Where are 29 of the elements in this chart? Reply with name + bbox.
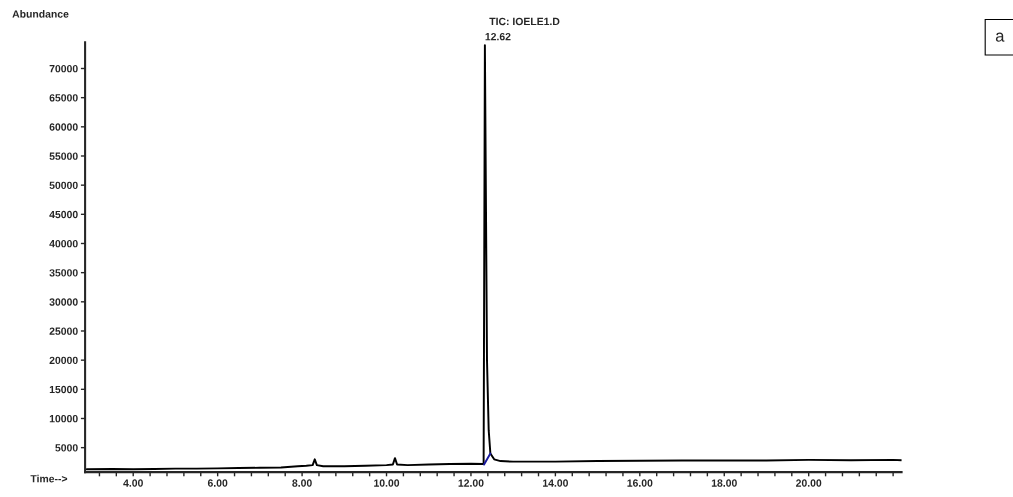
x-tick-label: 10.00 [374,479,400,487]
x-tick-label: 4.00 [123,479,143,487]
line-series [85,44,902,471]
y-tick-label: 25000 [49,327,78,335]
y-axis-title: Abundance [12,10,69,18]
y-tick-label: 50000 [49,181,78,190]
y-tick-label: 5000 [55,444,78,452]
text: a [995,32,1005,42]
y-tick-label: 10000 [49,414,78,423]
y-tick-label: 60000 [49,123,78,131]
y-tick-label: 30000 [49,298,78,306]
x-tick-label: 6.00 [207,479,228,487]
y-tick-label: 35000 [49,269,78,277]
y-tick-label: 20000 [49,356,78,365]
x-tick-label: 18.00 [711,479,737,487]
annotation: 12.62 [485,32,511,41]
x-axis-title: Time--> [30,474,68,483]
y-tick-label: 70000 [49,64,78,73]
x-tick-label: 16.00 [627,479,653,487]
y-tick-label: 45000 [49,210,78,219]
x-tick-label: 12.00 [458,479,484,487]
y-tick-label: 15000 [49,385,78,394]
x-tick-label: 20.00 [796,479,822,487]
y-tick-label: 55000 [49,152,78,160]
y-tick-label: 65000 [49,94,78,102]
chart-title: TIC: IOELE1.D [489,17,560,26]
y-tick-label: 40000 [49,239,78,248]
x-tick-label: 14.00 [543,479,568,487]
x-tick-label: 8.00 [292,479,312,487]
